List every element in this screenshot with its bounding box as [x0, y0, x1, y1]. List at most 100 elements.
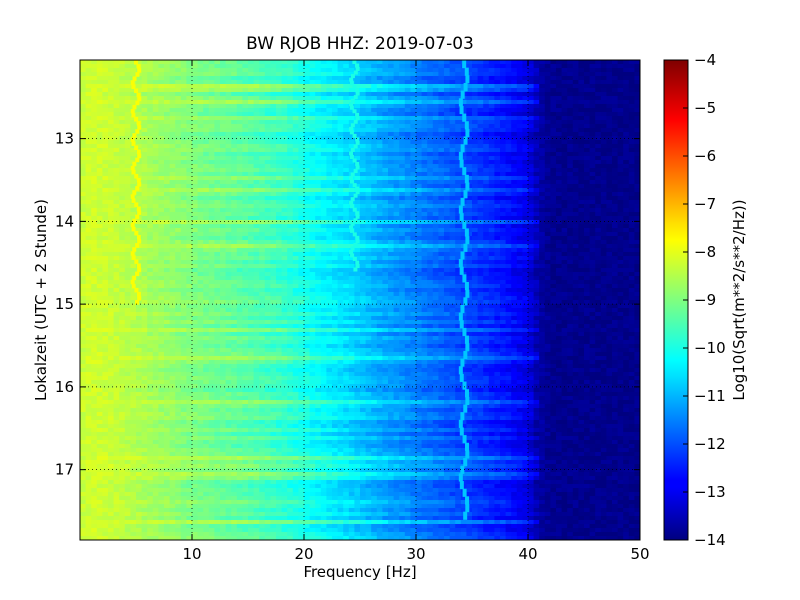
heatmap-cell: [539, 124, 546, 129]
heatmap-cell: [337, 224, 344, 229]
heatmap-cell: [264, 236, 271, 241]
heatmap-cell: [404, 124, 411, 129]
heatmap-cell: [376, 172, 383, 177]
heatmap-cell: [376, 140, 383, 145]
heatmap-cell: [371, 108, 378, 113]
heatmap-cell: [108, 84, 115, 89]
heatmap-cell: [533, 148, 540, 153]
heatmap-cell: [388, 204, 395, 209]
heatmap-cell: [108, 60, 115, 65]
heatmap-cell: [432, 96, 439, 101]
heatmap-cell: [91, 220, 98, 225]
heatmap-cell: [516, 236, 523, 241]
heatmap-cell: [332, 160, 339, 165]
heatmap-cell: [96, 140, 103, 145]
heatmap-cell: [376, 88, 383, 93]
heatmap-cell: [287, 208, 294, 213]
heatmap-cell: [371, 88, 378, 93]
heatmap-cell: [572, 232, 579, 237]
heatmap-cell: [416, 240, 423, 245]
heatmap-cell: [304, 164, 311, 169]
heatmap-cell: [119, 144, 126, 149]
heatmap-cell: [449, 128, 456, 133]
heatmap-cell: [623, 68, 630, 73]
heatmap-cell: [214, 216, 221, 221]
heatmap-cell: [203, 112, 210, 117]
heatmap-cell: [410, 116, 417, 121]
heatmap-cell: [281, 88, 288, 93]
heatmap-cell: [393, 244, 400, 249]
heatmap-cell: [169, 152, 176, 157]
heatmap-cell: [505, 116, 512, 121]
heatmap-cell: [511, 132, 518, 137]
heatmap-cell: [164, 216, 171, 221]
heatmap-cell: [494, 88, 501, 93]
heatmap-cell: [337, 124, 344, 129]
heatmap-cell: [337, 64, 344, 69]
heatmap-cell: [158, 180, 165, 185]
heatmap-cell: [393, 176, 400, 181]
heatmap-cell: [578, 104, 585, 109]
heatmap-cell: [399, 160, 406, 165]
heatmap-cell: [158, 64, 165, 69]
heatmap-cell: [371, 224, 378, 229]
heatmap-cell: [197, 180, 204, 185]
heatmap-cell: [119, 244, 126, 249]
heatmap-cell: [393, 152, 400, 157]
heatmap-cell: [427, 192, 434, 197]
heatmap-cell: [164, 88, 171, 93]
heatmap-cell: [623, 184, 630, 189]
heatmap-cell: [248, 160, 255, 165]
heatmap-cell: [152, 96, 159, 101]
heatmap-cell: [382, 152, 389, 157]
heatmap-cell: [270, 128, 277, 133]
heatmap-cell: [432, 88, 439, 93]
heatmap-cell: [539, 240, 546, 245]
heatmap-cell: [466, 68, 473, 73]
heatmap-cell: [270, 172, 277, 177]
heatmap-cell: [427, 164, 434, 169]
heatmap-cell: [505, 204, 512, 209]
heatmap-cell: [572, 96, 579, 101]
heatmap-cell: [421, 144, 428, 149]
heatmap-cell: [438, 204, 445, 209]
heatmap-cell: [186, 244, 193, 249]
heatmap-cell: [561, 176, 568, 181]
heatmap-cell: [449, 224, 456, 229]
heatmap-cell: [152, 100, 159, 105]
heatmap-cell: [466, 252, 473, 257]
heatmap-cell: [169, 116, 176, 121]
heatmap-cell: [152, 60, 159, 65]
heatmap-cell: [108, 216, 115, 221]
heatmap-cell: [304, 116, 311, 121]
heatmap-cell: [494, 168, 501, 173]
heatmap-cell: [180, 252, 187, 257]
heatmap-cell: [371, 236, 378, 241]
heatmap-cell: [360, 224, 367, 229]
heatmap-cell: [438, 88, 445, 93]
heatmap-cell: [141, 120, 148, 125]
heatmap-cell: [544, 172, 551, 177]
heatmap-cell: [180, 212, 187, 217]
heatmap-cell: [589, 116, 596, 121]
heatmap-cell: [253, 76, 260, 81]
heatmap-cell: [292, 160, 299, 165]
heatmap-cell: [348, 60, 355, 65]
heatmap-cell: [511, 204, 518, 209]
heatmap-cell: [528, 188, 535, 193]
heatmap-cell: [376, 132, 383, 137]
heatmap-cell: [522, 132, 529, 137]
heatmap-cell: [444, 124, 451, 129]
heatmap-cell: [427, 104, 434, 109]
heatmap-cell: [595, 148, 602, 153]
heatmap-cell: [309, 216, 316, 221]
heatmap-cell: [399, 156, 406, 161]
heatmap-cell: [432, 140, 439, 145]
heatmap-cell: [169, 140, 176, 145]
heatmap-cell: [337, 252, 344, 257]
heatmap-cell: [421, 168, 428, 173]
heatmap-cell: [617, 240, 624, 245]
heatmap-cell: [494, 240, 501, 245]
heatmap-cell: [600, 72, 607, 77]
heatmap-cell: [152, 124, 159, 129]
